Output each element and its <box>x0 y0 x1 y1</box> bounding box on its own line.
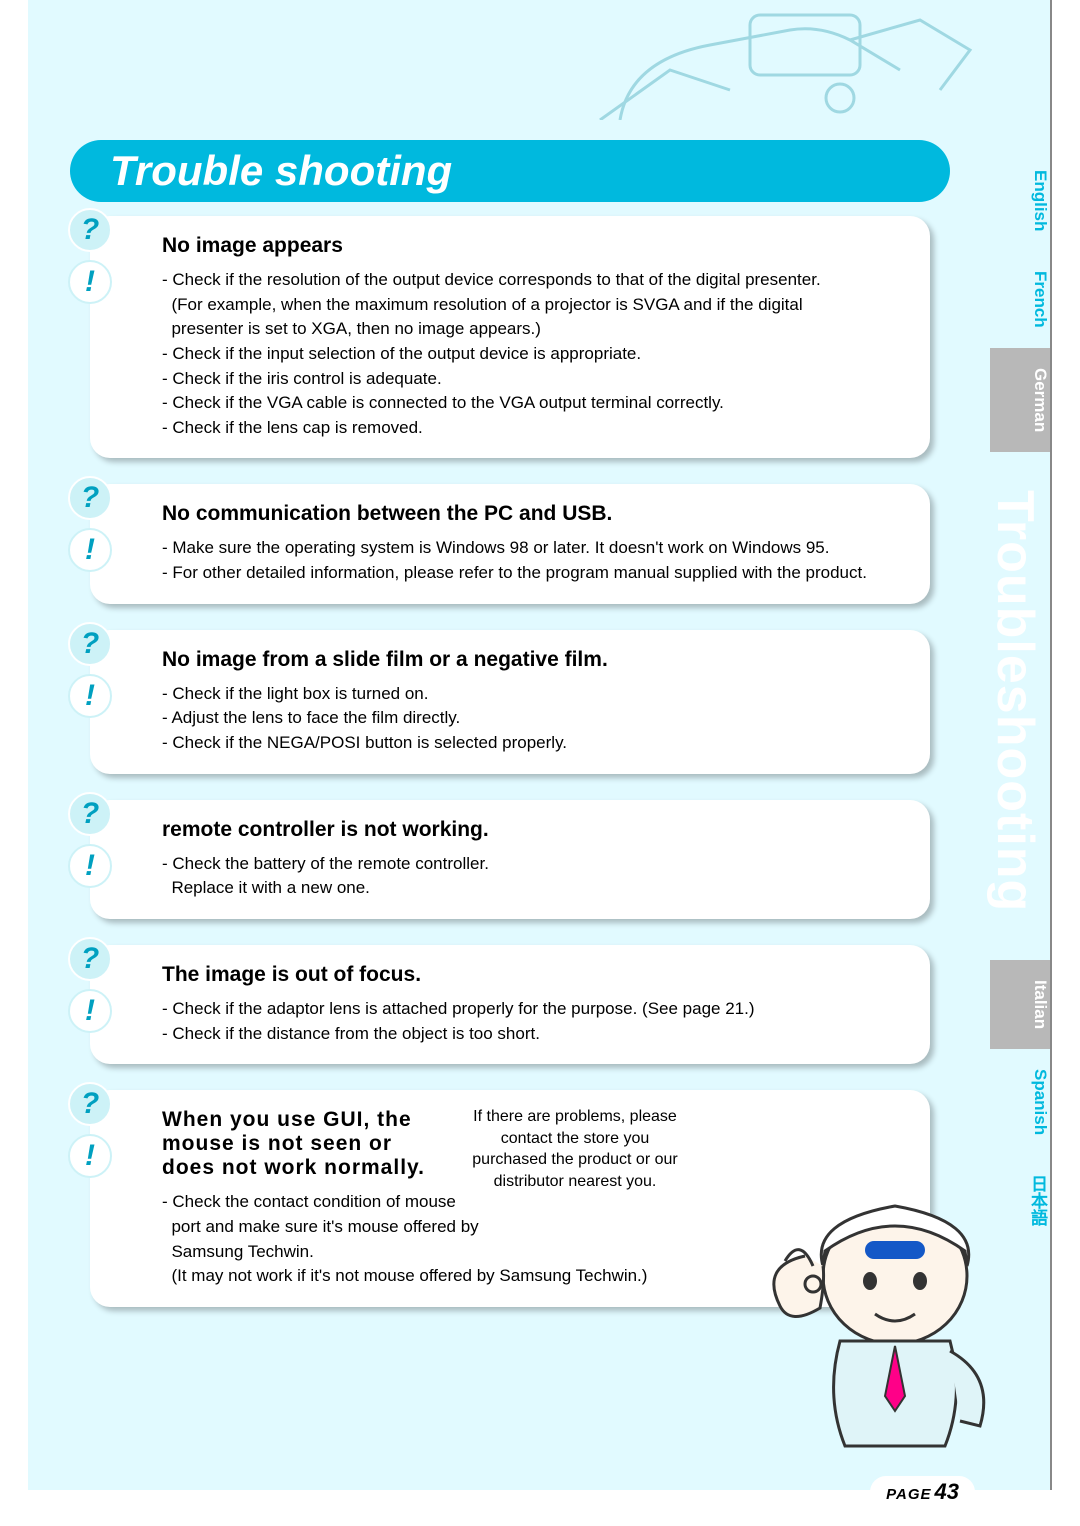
question-icon: ? <box>68 476 112 520</box>
section-title: No image appears <box>162 234 910 258</box>
page-value: 43 <box>935 1479 959 1504</box>
section-body: - Check if the light box is turned on. -… <box>162 682 910 756</box>
section-usb: ? ! No communication between the PC and … <box>90 484 930 603</box>
language-tabs: English French German <box>990 150 1050 452</box>
section-title: No image from a slide film or a negative… <box>162 648 910 672</box>
exclaim-icon: ! <box>68 1134 112 1178</box>
exclaim-icon: ! <box>68 989 112 1033</box>
question-icon: ? <box>68 208 112 252</box>
lang-tab-italian[interactable]: Italian <box>990 960 1050 1049</box>
exclaim-icon: ! <box>68 844 112 888</box>
section-remote: ? ! remote controller is not working. - … <box>90 800 930 919</box>
section-body: - Check the contact condition of mouse p… <box>162 1190 670 1289</box>
section-title: remote controller is not working. <box>162 818 910 842</box>
question-icon: ? <box>68 1082 112 1126</box>
contact-note: If there are problems, please contact th… <box>445 1094 705 1204</box>
lang-tab-english[interactable]: English <box>990 150 1050 251</box>
section-focus: ? ! The image is out of focus. - Check i… <box>90 945 930 1064</box>
lang-tab-spanish[interactable]: Spanish <box>990 1049 1050 1155</box>
question-icon: ? <box>68 622 112 666</box>
section-title: No communication between the PC and USB. <box>162 502 910 526</box>
exclaim-icon: ! <box>68 260 112 304</box>
lang-tab-french[interactable]: French <box>990 251 1050 348</box>
title-bar: Trouble shooting <box>70 140 950 202</box>
page-label: PAGE <box>886 1486 931 1503</box>
side-title: Troubleshooting <box>985 490 1045 912</box>
section-body: - Check if the adaptor lens is attached … <box>162 997 910 1046</box>
question-icon: ? <box>68 792 112 836</box>
question-icon: ? <box>68 937 112 981</box>
lang-tab-german[interactable]: German <box>990 348 1050 452</box>
section-body: - Check the battery of the remote contro… <box>162 852 910 901</box>
exclaim-icon: ! <box>68 528 112 572</box>
section-slide-film: ? ! No image from a slide film or a nega… <box>90 630 930 774</box>
header-illustration <box>590 0 1010 120</box>
section-title: The image is out of focus. <box>162 963 910 987</box>
exclaim-icon: ! <box>68 674 112 718</box>
page-number: PAGE43 <box>870 1476 975 1508</box>
mascot-illustration <box>765 1166 1020 1466</box>
section-body: - Make sure the operating system is Wind… <box>162 536 910 585</box>
page-title: Trouble shooting <box>70 140 950 195</box>
section-title: When you use GUI, the mouse is not seen … <box>162 1108 442 1180</box>
section-no-image: ? ! No image appears - Check if the reso… <box>90 216 930 458</box>
section-body: - Check if the resolution of the output … <box>162 268 910 440</box>
